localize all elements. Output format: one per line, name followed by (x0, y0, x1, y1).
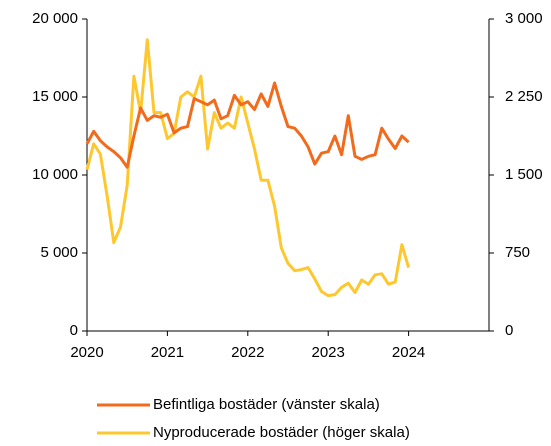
x-tick-label: 2023 (312, 344, 345, 361)
x-tick-label: 2021 (151, 344, 184, 361)
y-tick-label: 5 000 (40, 244, 78, 261)
y2-tick-label: 2 250 (505, 88, 543, 105)
y2-tick-label: 0 (505, 322, 513, 339)
legend-label: Befintliga bostäder (vänster skala) (153, 396, 380, 413)
y-tick-label: 15 000 (32, 88, 78, 105)
y-tick-label: 20 000 (32, 10, 78, 27)
y-tick-label: 10 000 (32, 166, 78, 183)
y2-tick-label: 3 000 (505, 10, 543, 27)
legend-label: Nyproducerade bostäder (höger skala) (153, 424, 410, 441)
y2-tick-label: 1 500 (505, 166, 543, 183)
x-tick-label: 2020 (70, 344, 103, 361)
y-tick-label: 0 (70, 322, 78, 339)
x-tick-label: 2022 (231, 344, 264, 361)
x-tick-label: 2024 (392, 344, 425, 361)
series-line (85, 38, 411, 298)
y2-tick-label: 750 (505, 244, 530, 261)
series-line (85, 81, 410, 169)
